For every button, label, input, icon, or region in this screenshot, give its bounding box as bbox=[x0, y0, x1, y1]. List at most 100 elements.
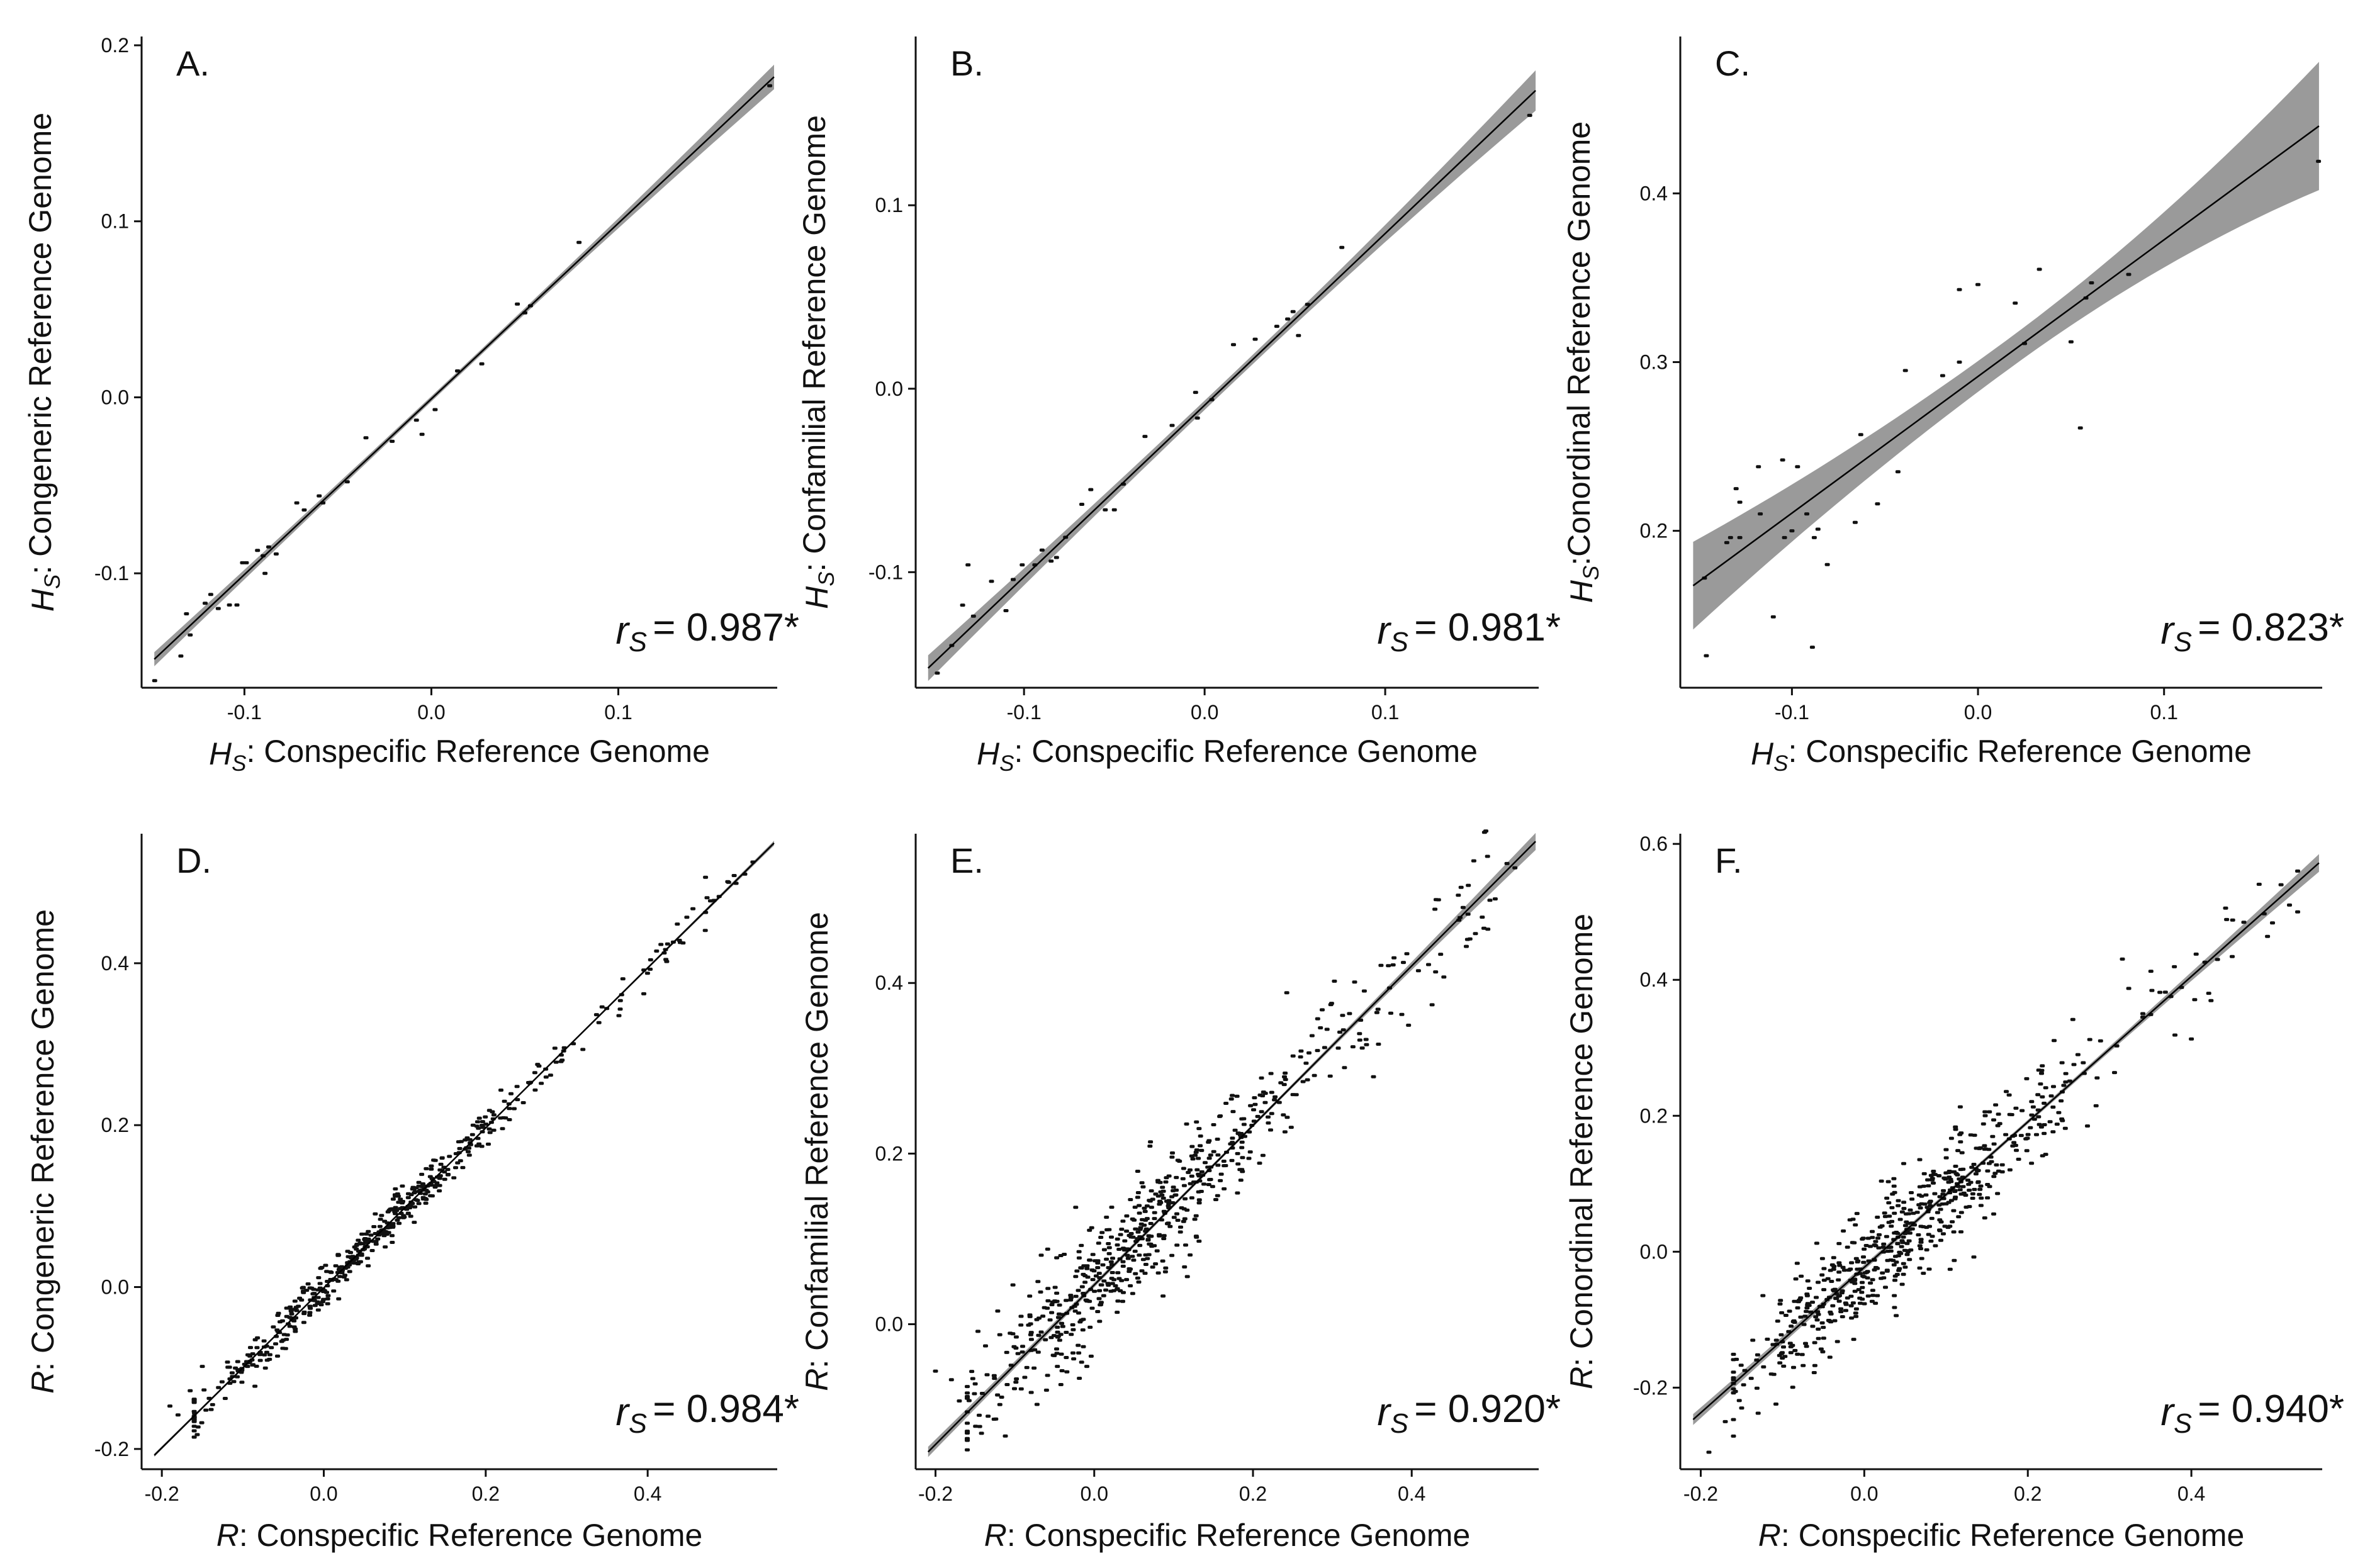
data-point bbox=[1169, 1155, 1175, 1159]
data-point bbox=[1248, 1104, 1254, 1107]
panel-e: -0.2 0.0 0.2 0.40.00.20.4E.rS = 0.920*R: Con… bbox=[799, 829, 1561, 1553]
data-point bbox=[1038, 1253, 1044, 1257]
data-point bbox=[315, 1296, 321, 1299]
data-point bbox=[1108, 1260, 1114, 1263]
data-point bbox=[1223, 1164, 1228, 1167]
data-point bbox=[2004, 1090, 2009, 1094]
data-point bbox=[664, 960, 670, 963]
data-point bbox=[1942, 1224, 1948, 1228]
data-point bbox=[2043, 1153, 2048, 1156]
data-point bbox=[1171, 1185, 1176, 1189]
data-point bbox=[1218, 1172, 1224, 1176]
data-point bbox=[1951, 1209, 1957, 1212]
y-tick-label: 0.4 bbox=[875, 972, 903, 994]
data-point bbox=[1860, 1274, 1866, 1278]
data-point bbox=[2014, 1148, 2019, 1152]
data-point bbox=[543, 1075, 549, 1079]
data-point bbox=[1120, 1299, 1125, 1303]
data-point bbox=[1916, 1233, 1921, 1236]
data-point bbox=[1142, 435, 1148, 439]
data-point bbox=[1909, 1197, 1915, 1201]
corr-symbol: r bbox=[615, 1391, 630, 1434]
data-point bbox=[1013, 1335, 1019, 1339]
data-point bbox=[1781, 1364, 1787, 1368]
data-point bbox=[1198, 1190, 1204, 1193]
data-point bbox=[1995, 1192, 2001, 1196]
correlation-annotation: rS = 0.984* bbox=[615, 1387, 799, 1439]
corr-subscript: S bbox=[629, 1409, 647, 1439]
data-point bbox=[1284, 991, 1289, 995]
regression-line bbox=[154, 843, 775, 1456]
data-point bbox=[2172, 1033, 2177, 1037]
data-point bbox=[1996, 1112, 2001, 1116]
data-point bbox=[301, 508, 307, 512]
data-point bbox=[1174, 1175, 1179, 1179]
data-point bbox=[576, 240, 582, 244]
data-point bbox=[1885, 1180, 1891, 1184]
data-point bbox=[1095, 1266, 1101, 1270]
data-point bbox=[2126, 987, 2132, 990]
data-point bbox=[1760, 1294, 1766, 1297]
data-point bbox=[1948, 1136, 1954, 1140]
data-point bbox=[1198, 1134, 1203, 1138]
data-point bbox=[1783, 1314, 1789, 1317]
data-point bbox=[1035, 1280, 1041, 1284]
data-point bbox=[2028, 1126, 2033, 1129]
data-point bbox=[345, 1250, 351, 1253]
data-point bbox=[1473, 932, 1478, 936]
data-point bbox=[1985, 1196, 1991, 1200]
data-point bbox=[1906, 1239, 1912, 1243]
data-point bbox=[1958, 1168, 1963, 1172]
data-point bbox=[1977, 1187, 1983, 1191]
data-point bbox=[1849, 1261, 1855, 1265]
data-point bbox=[288, 1309, 294, 1313]
data-point bbox=[373, 1242, 379, 1246]
data-point bbox=[1152, 1217, 1157, 1221]
data-point bbox=[1750, 1338, 1756, 1342]
data-point bbox=[1485, 927, 1491, 931]
data-point bbox=[191, 1429, 197, 1433]
data-point bbox=[1895, 1242, 1901, 1246]
data-point bbox=[1765, 1337, 1770, 1341]
data-point bbox=[1877, 1233, 1882, 1236]
data-point bbox=[532, 1071, 537, 1075]
data-point bbox=[1826, 1319, 1831, 1322]
data-point bbox=[1120, 1260, 1126, 1263]
data-point bbox=[1897, 1250, 1902, 1254]
data-point bbox=[1155, 1180, 1161, 1184]
data-point bbox=[1039, 548, 1045, 552]
data-point bbox=[995, 1309, 1001, 1313]
data-point bbox=[469, 1133, 475, 1136]
data-point bbox=[412, 1221, 417, 1224]
data-point bbox=[316, 1276, 322, 1280]
corr-value: = 0.987* bbox=[653, 606, 799, 649]
data-point bbox=[1048, 1336, 1054, 1340]
data-point bbox=[532, 1088, 538, 1092]
data-point bbox=[1754, 1358, 1760, 1362]
data-point bbox=[1802, 1314, 1808, 1318]
data-point bbox=[1947, 1267, 1953, 1271]
data-point bbox=[1089, 1226, 1094, 1229]
data-point bbox=[1260, 1153, 1266, 1157]
data-point bbox=[1106, 1284, 1111, 1287]
data-point bbox=[344, 480, 350, 484]
data-point bbox=[1891, 1177, 1897, 1180]
data-point bbox=[1135, 1170, 1140, 1173]
data-point bbox=[1239, 1140, 1245, 1144]
data-point bbox=[1298, 1049, 1304, 1053]
data-point bbox=[393, 1194, 398, 1198]
data-point bbox=[356, 1262, 361, 1265]
data-point bbox=[1104, 1216, 1109, 1219]
data-point bbox=[948, 1378, 954, 1382]
data-point bbox=[2192, 998, 2198, 1002]
data-point bbox=[2042, 1131, 2047, 1135]
data-point bbox=[1324, 1028, 1330, 1031]
data-point bbox=[2162, 990, 2168, 994]
data-point bbox=[284, 1333, 290, 1337]
panel-letter: F. bbox=[1715, 841, 1743, 880]
data-point bbox=[294, 501, 300, 505]
data-point bbox=[1819, 1321, 1825, 1324]
data-point bbox=[2208, 999, 2214, 1002]
data-point bbox=[227, 1365, 232, 1369]
data-point bbox=[1958, 1131, 1964, 1135]
